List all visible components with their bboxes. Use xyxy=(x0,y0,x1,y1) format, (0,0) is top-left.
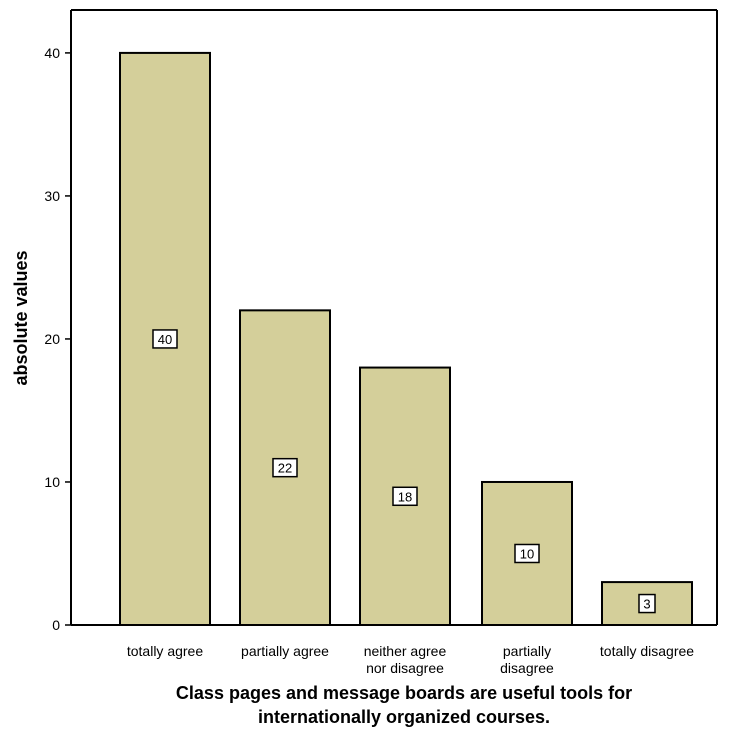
y-tick-label: 0 xyxy=(52,617,60,633)
bars xyxy=(119,51,693,626)
value-label: 10 xyxy=(520,546,534,561)
x-tick-label: partially disagree xyxy=(500,643,554,676)
y-tick-label: 20 xyxy=(44,331,60,347)
value-label-box xyxy=(392,486,418,507)
value-label-box xyxy=(152,329,178,349)
x-tick-label-line: partially xyxy=(503,643,551,659)
x-axis-title: Class pages and message boards are usefu… xyxy=(176,683,632,727)
value-label-box xyxy=(638,593,656,614)
bar xyxy=(601,581,693,626)
x-tick-label-line: totally agree xyxy=(127,643,203,659)
x-tick-label: neither agree nor disagree xyxy=(364,643,447,676)
x-tick-label-line: disagree xyxy=(500,660,554,676)
x-tick-label-line: partially agree xyxy=(241,643,329,659)
x-tick-label: totally agree xyxy=(127,643,203,659)
x-tick-label: totally disagree xyxy=(600,643,694,659)
value-label-box xyxy=(272,457,298,478)
y-axis-title: absolute values xyxy=(11,250,31,385)
value-label: 40 xyxy=(158,332,172,347)
x-tick-label-line: nor disagree xyxy=(366,660,444,676)
x-axis: totally agree partially agree neither agre… xyxy=(127,643,694,676)
x-tick-label: partially agree xyxy=(241,643,329,659)
value-label-box xyxy=(514,543,540,564)
value-label: 22 xyxy=(278,461,292,476)
x-tick-label-line: totally disagree xyxy=(600,643,694,659)
value-label: 18 xyxy=(398,489,412,504)
x-axis-title-line: Class pages and message boards are usefu… xyxy=(176,683,632,703)
bar xyxy=(119,51,211,626)
value-label: 3 xyxy=(643,597,650,612)
y-axis: 0 10 20 30 40 xyxy=(44,45,71,633)
y-tick-label: 10 xyxy=(44,474,60,490)
y-tick-label: 40 xyxy=(44,45,60,61)
value-labels: 40 22 18 10 3 xyxy=(152,329,656,614)
y-tick-label: 30 xyxy=(44,188,60,204)
x-tick-label-line: neither agree xyxy=(364,643,447,659)
x-axis-title-line: internationally organized courses. xyxy=(258,707,550,727)
